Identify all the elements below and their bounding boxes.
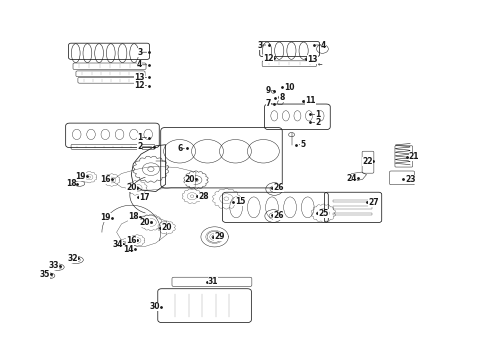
Text: 15: 15 [235, 197, 245, 206]
Text: 20: 20 [161, 223, 172, 232]
Text: 2: 2 [137, 143, 142, 152]
Text: 21: 21 [409, 152, 419, 161]
Text: 1: 1 [315, 110, 320, 119]
Text: 6: 6 [178, 144, 183, 153]
Text: 25: 25 [318, 209, 329, 217]
Text: 13: 13 [307, 55, 318, 64]
Text: 18: 18 [128, 212, 139, 221]
Text: 3: 3 [137, 48, 142, 57]
Text: 4: 4 [137, 60, 142, 69]
Text: 8: 8 [279, 94, 284, 102]
Text: 24: 24 [346, 174, 357, 183]
Text: 11: 11 [305, 96, 316, 105]
Bar [333, 213, 372, 215]
Text: 5: 5 [300, 140, 305, 149]
Text: 22: 22 [362, 157, 373, 166]
Text: 12: 12 [134, 81, 145, 90]
Text: 3: 3 [257, 40, 262, 49]
Text: 35: 35 [40, 270, 50, 279]
Text: 26: 26 [273, 184, 284, 192]
Text: 14: 14 [123, 245, 134, 253]
Text: 20: 20 [185, 175, 196, 184]
Text: 30: 30 [149, 302, 160, 311]
Text: 28: 28 [198, 192, 209, 201]
Text: 18: 18 [66, 179, 76, 188]
Text: 29: 29 [214, 233, 225, 241]
Text: 17: 17 [139, 193, 150, 202]
Text: 33: 33 [49, 261, 59, 270]
Text: ←: ← [318, 62, 322, 67]
Text: 16: 16 [100, 175, 111, 184]
Text: 12: 12 [263, 54, 274, 63]
Text: 4: 4 [321, 40, 326, 49]
Text: 34: 34 [112, 240, 123, 248]
Bar [333, 206, 372, 209]
Bar [333, 200, 372, 202]
Text: 9: 9 [266, 86, 271, 95]
Text: 26: 26 [273, 211, 284, 220]
Text: 23: 23 [405, 175, 416, 184]
Text: 20: 20 [126, 184, 137, 192]
Text: 13: 13 [134, 73, 145, 82]
Text: 31: 31 [208, 277, 219, 286]
Text: 2: 2 [315, 118, 320, 127]
Text: 19: 19 [75, 172, 86, 181]
Text: 20: 20 [139, 218, 150, 227]
Text: 16: 16 [126, 236, 137, 245]
Text: 7: 7 [266, 99, 271, 108]
Text: 19: 19 [100, 213, 111, 222]
Text: 32: 32 [67, 254, 78, 263]
Text: 1: 1 [137, 133, 142, 142]
Text: 10: 10 [284, 83, 294, 91]
Text: 27: 27 [368, 198, 379, 207]
